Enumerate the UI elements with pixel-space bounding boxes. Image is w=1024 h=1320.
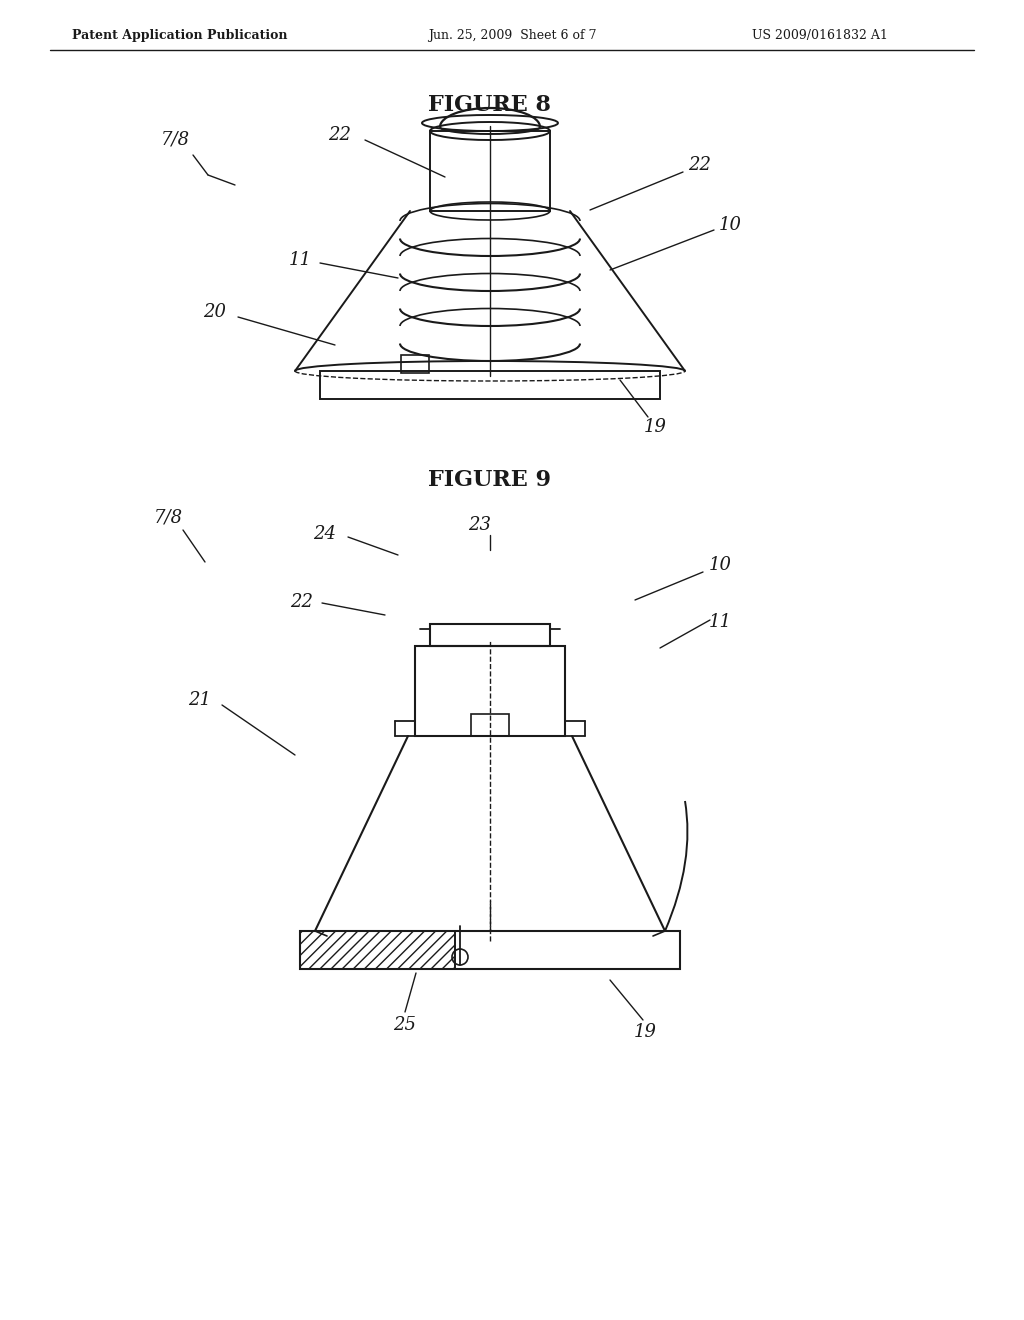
Text: 24: 24: [313, 525, 337, 543]
Text: 11: 11: [709, 612, 731, 631]
Text: FIGURE 9: FIGURE 9: [428, 469, 552, 491]
Text: Patent Application Publication: Patent Application Publication: [73, 29, 288, 41]
Text: 10: 10: [719, 216, 741, 234]
Text: 10: 10: [709, 556, 731, 574]
Text: 7/8: 7/8: [154, 510, 182, 527]
Text: 22: 22: [329, 125, 351, 144]
Text: 7/8: 7/8: [161, 131, 189, 149]
Text: 23: 23: [469, 516, 492, 535]
Text: 22: 22: [291, 593, 313, 611]
Text: US 2009/0161832 A1: US 2009/0161832 A1: [752, 29, 888, 41]
Text: 25: 25: [393, 1016, 417, 1034]
Text: Jun. 25, 2009  Sheet 6 of 7: Jun. 25, 2009 Sheet 6 of 7: [428, 29, 596, 41]
Text: FIGURE 8: FIGURE 8: [428, 94, 552, 116]
Text: 22: 22: [688, 156, 712, 174]
Text: 19: 19: [634, 1023, 656, 1041]
Text: 20: 20: [204, 304, 226, 321]
Text: 21: 21: [188, 690, 212, 709]
Text: 11: 11: [289, 251, 311, 269]
Text: 19: 19: [643, 418, 667, 436]
